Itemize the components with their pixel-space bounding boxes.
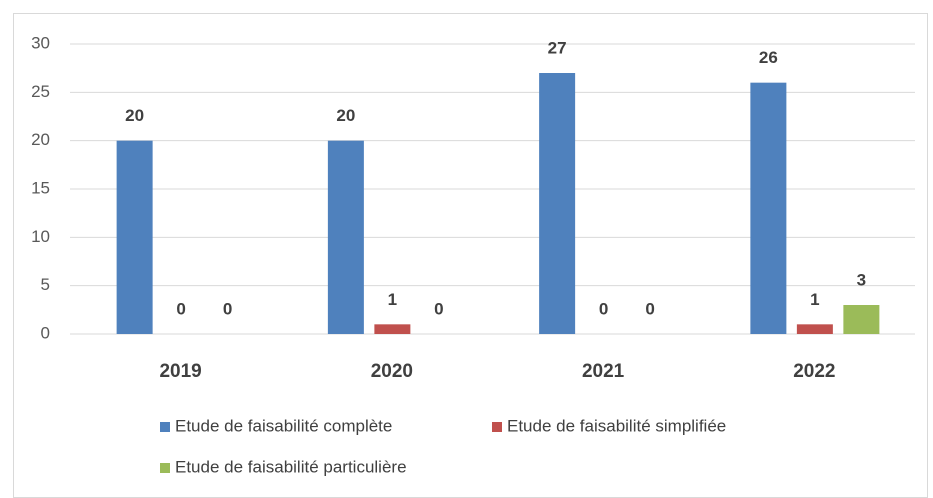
bar [327, 140, 364, 334]
y-tick-label: 15 [31, 178, 50, 197]
data-label: 0 [599, 299, 608, 318]
bar [539, 73, 576, 334]
data-label: 27 [548, 38, 567, 57]
bar [116, 140, 153, 334]
x-tick-label: 2021 [582, 361, 625, 382]
bar [843, 305, 880, 334]
bar [796, 324, 833, 334]
bar [374, 324, 411, 334]
y-tick-label: 30 [31, 33, 50, 52]
bar [750, 82, 787, 335]
y-tick-label: 5 [41, 275, 50, 294]
legend-swatch [160, 463, 170, 473]
x-tick-label: 2022 [793, 361, 835, 382]
data-label: 26 [759, 48, 778, 67]
legend-swatch [160, 422, 170, 432]
data-label: 0 [434, 299, 443, 318]
data-label: 3 [857, 270, 866, 289]
legend-label: Etude de faisabilité simplifiée [507, 416, 726, 435]
data-label: 1 [810, 290, 819, 309]
data-label: 0 [176, 299, 185, 318]
legend-label: Etude de faisabilité particulière [175, 457, 407, 476]
data-label: 20 [336, 106, 355, 125]
y-tick-label: 25 [31, 82, 50, 101]
legend-swatch [492, 422, 502, 432]
x-tick-label: 2020 [371, 361, 413, 382]
data-label: 20 [125, 106, 144, 125]
y-tick-label: 20 [31, 130, 50, 149]
y-tick-label: 0 [41, 323, 50, 342]
data-label: 0 [223, 299, 232, 318]
y-tick-label: 10 [31, 227, 50, 246]
data-label: 0 [645, 299, 654, 318]
x-tick-label: 2019 [159, 361, 201, 382]
data-label: 1 [388, 290, 397, 309]
legend-label: Etude de faisabilité complète [175, 416, 392, 435]
